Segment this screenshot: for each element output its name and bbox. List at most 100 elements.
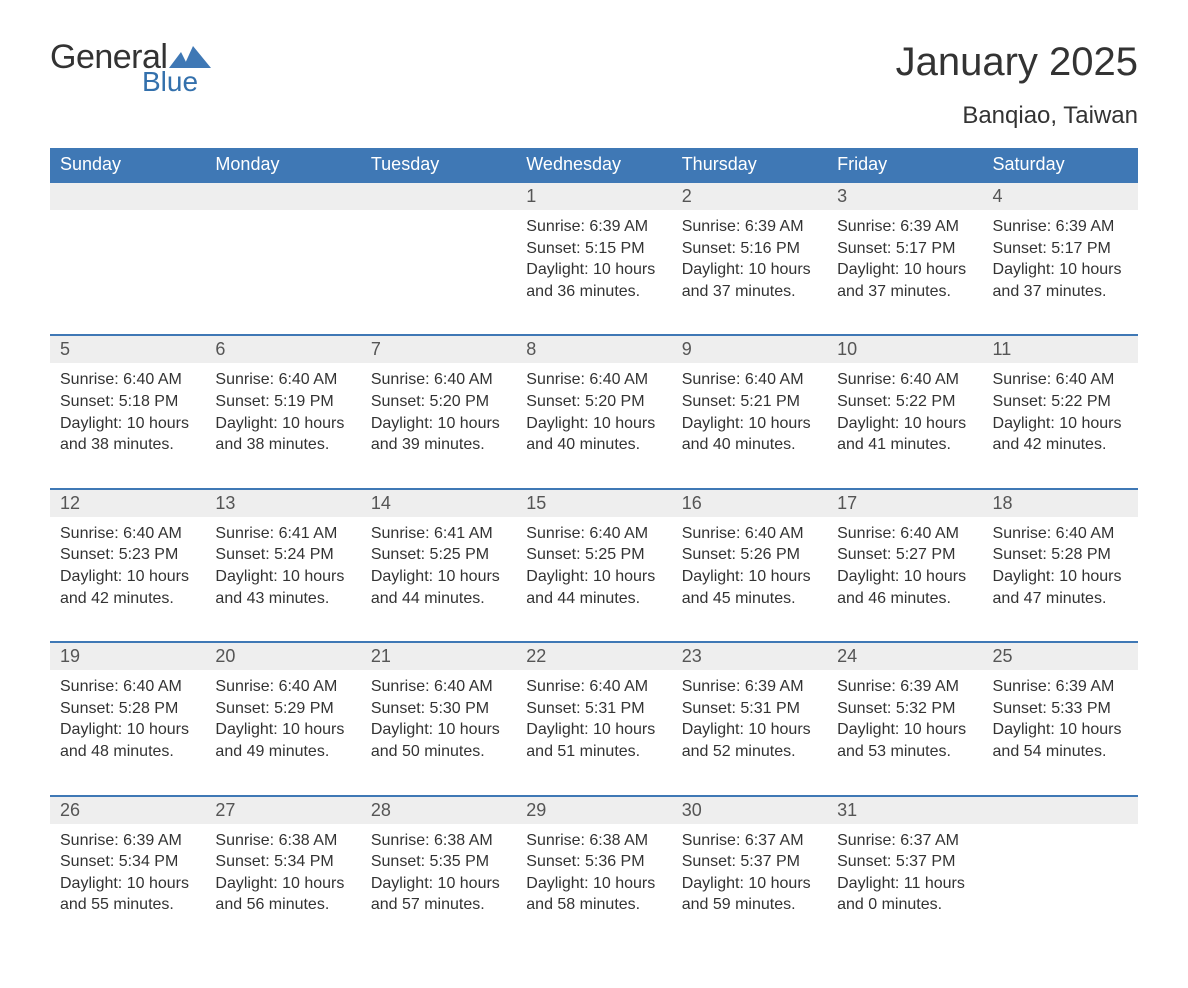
day-cell: Sunrise: 6:39 AMSunset: 5:17 PMDaylight:… <box>983 210 1138 335</box>
daylight-text: Daylight: 10 hours and 40 minutes. <box>682 413 817 456</box>
day-number: 30 <box>672 796 827 824</box>
sunset-text: Sunset: 5:17 PM <box>993 238 1128 260</box>
day-number-row: 262728293031 <box>50 796 1138 824</box>
day-number: 24 <box>827 642 982 670</box>
daylight-text: Daylight: 10 hours and 47 minutes. <box>993 566 1128 609</box>
day-cell: Sunrise: 6:40 AMSunset: 5:29 PMDaylight:… <box>205 670 360 795</box>
page-title: January 2025 <box>896 40 1138 84</box>
weekday-header: Saturday <box>983 148 1138 182</box>
day-cell: Sunrise: 6:38 AMSunset: 5:35 PMDaylight:… <box>361 824 516 948</box>
weekday-header: Thursday <box>672 148 827 182</box>
sunrise-text: Sunrise: 6:40 AM <box>682 369 817 391</box>
daylight-text: Daylight: 10 hours and 38 minutes. <box>215 413 350 456</box>
daylight-text: Daylight: 10 hours and 40 minutes. <box>526 413 661 456</box>
day-number: 12 <box>50 489 205 517</box>
sunrise-text: Sunrise: 6:40 AM <box>993 369 1128 391</box>
daylight-text: Daylight: 10 hours and 50 minutes. <box>371 719 506 762</box>
daylight-text: Daylight: 10 hours and 55 minutes. <box>60 873 195 916</box>
day-cell: Sunrise: 6:40 AMSunset: 5:27 PMDaylight:… <box>827 517 982 642</box>
sunrise-text: Sunrise: 6:40 AM <box>371 676 506 698</box>
day-number: 25 <box>983 642 1138 670</box>
sunset-text: Sunset: 5:31 PM <box>682 698 817 720</box>
day-number: 11 <box>983 335 1138 363</box>
daylight-text: Daylight: 10 hours and 36 minutes. <box>526 259 661 302</box>
sunset-text: Sunset: 5:18 PM <box>60 391 195 413</box>
day-cell: Sunrise: 6:39 AMSunset: 5:34 PMDaylight:… <box>50 824 205 948</box>
sunset-text: Sunset: 5:37 PM <box>682 851 817 873</box>
day-cell: Sunrise: 6:39 AMSunset: 5:33 PMDaylight:… <box>983 670 1138 795</box>
day-number: 18 <box>983 489 1138 517</box>
day-number: 13 <box>205 489 360 517</box>
day-cell: Sunrise: 6:40 AMSunset: 5:23 PMDaylight:… <box>50 517 205 642</box>
day-number: 20 <box>205 642 360 670</box>
day-info-row: Sunrise: 6:40 AMSunset: 5:23 PMDaylight:… <box>50 517 1138 642</box>
day-number-row: 19202122232425 <box>50 642 1138 670</box>
sunset-text: Sunset: 5:34 PM <box>215 851 350 873</box>
day-cell: Sunrise: 6:40 AMSunset: 5:20 PMDaylight:… <box>516 363 671 488</box>
day-cell: Sunrise: 6:40 AMSunset: 5:28 PMDaylight:… <box>983 517 1138 642</box>
weekday-header: Monday <box>205 148 360 182</box>
sunset-text: Sunset: 5:28 PM <box>60 698 195 720</box>
sunrise-text: Sunrise: 6:41 AM <box>215 523 350 545</box>
day-number: 1 <box>516 182 671 210</box>
day-cell: Sunrise: 6:37 AMSunset: 5:37 PMDaylight:… <box>672 824 827 948</box>
day-cell <box>50 210 205 335</box>
day-number: 27 <box>205 796 360 824</box>
day-cell: Sunrise: 6:41 AMSunset: 5:25 PMDaylight:… <box>361 517 516 642</box>
day-cell <box>361 210 516 335</box>
daylight-text: Daylight: 10 hours and 41 minutes. <box>837 413 972 456</box>
day-number: 26 <box>50 796 205 824</box>
daylight-text: Daylight: 10 hours and 49 minutes. <box>215 719 350 762</box>
day-number: 31 <box>827 796 982 824</box>
sunset-text: Sunset: 5:32 PM <box>837 698 972 720</box>
sunset-text: Sunset: 5:20 PM <box>526 391 661 413</box>
sunrise-text: Sunrise: 6:40 AM <box>993 523 1128 545</box>
sunset-text: Sunset: 5:22 PM <box>837 391 972 413</box>
daylight-text: Daylight: 10 hours and 57 minutes. <box>371 873 506 916</box>
day-cell: Sunrise: 6:40 AMSunset: 5:31 PMDaylight:… <box>516 670 671 795</box>
day-number: 7 <box>361 335 516 363</box>
sunset-text: Sunset: 5:36 PM <box>526 851 661 873</box>
daylight-text: Daylight: 10 hours and 52 minutes. <box>682 719 817 762</box>
daylight-text: Daylight: 10 hours and 42 minutes. <box>993 413 1128 456</box>
daylight-text: Daylight: 10 hours and 37 minutes. <box>837 259 972 302</box>
sunset-text: Sunset: 5:35 PM <box>371 851 506 873</box>
day-number: 4 <box>983 182 1138 210</box>
daylight-text: Daylight: 10 hours and 58 minutes. <box>526 873 661 916</box>
day-number-row: 12131415161718 <box>50 489 1138 517</box>
day-cell: Sunrise: 6:37 AMSunset: 5:37 PMDaylight:… <box>827 824 982 948</box>
day-number: 23 <box>672 642 827 670</box>
sunrise-text: Sunrise: 6:40 AM <box>215 676 350 698</box>
daylight-text: Daylight: 10 hours and 37 minutes. <box>682 259 817 302</box>
sunset-text: Sunset: 5:22 PM <box>993 391 1128 413</box>
daylight-text: Daylight: 10 hours and 39 minutes. <box>371 413 506 456</box>
day-number: 17 <box>827 489 982 517</box>
day-cell: Sunrise: 6:40 AMSunset: 5:28 PMDaylight:… <box>50 670 205 795</box>
day-number <box>983 796 1138 824</box>
daylight-text: Daylight: 10 hours and 56 minutes. <box>215 873 350 916</box>
day-number: 2 <box>672 182 827 210</box>
sunrise-text: Sunrise: 6:40 AM <box>682 523 817 545</box>
day-number <box>205 182 360 210</box>
sunrise-text: Sunrise: 6:39 AM <box>837 676 972 698</box>
daylight-text: Daylight: 10 hours and 51 minutes. <box>526 719 661 762</box>
title-block: January 2025 Banqiao, Taiwan <box>896 40 1138 130</box>
day-cell: Sunrise: 6:39 AMSunset: 5:15 PMDaylight:… <box>516 210 671 335</box>
day-cell: Sunrise: 6:40 AMSunset: 5:20 PMDaylight:… <box>361 363 516 488</box>
daylight-text: Daylight: 10 hours and 38 minutes. <box>60 413 195 456</box>
sunrise-text: Sunrise: 6:40 AM <box>526 369 661 391</box>
day-number: 3 <box>827 182 982 210</box>
day-cell: Sunrise: 6:40 AMSunset: 5:19 PMDaylight:… <box>205 363 360 488</box>
day-number-row: 1234 <box>50 182 1138 210</box>
day-cell: Sunrise: 6:40 AMSunset: 5:21 PMDaylight:… <box>672 363 827 488</box>
sunset-text: Sunset: 5:27 PM <box>837 544 972 566</box>
daylight-text: Daylight: 10 hours and 53 minutes. <box>837 719 972 762</box>
sunset-text: Sunset: 5:34 PM <box>60 851 195 873</box>
sunset-text: Sunset: 5:25 PM <box>371 544 506 566</box>
sunrise-text: Sunrise: 6:40 AM <box>837 369 972 391</box>
sunrise-text: Sunrise: 6:39 AM <box>60 830 195 852</box>
sunrise-text: Sunrise: 6:39 AM <box>526 216 661 238</box>
sunrise-text: Sunrise: 6:39 AM <box>682 216 817 238</box>
sunrise-text: Sunrise: 6:40 AM <box>526 676 661 698</box>
sunrise-text: Sunrise: 6:37 AM <box>837 830 972 852</box>
